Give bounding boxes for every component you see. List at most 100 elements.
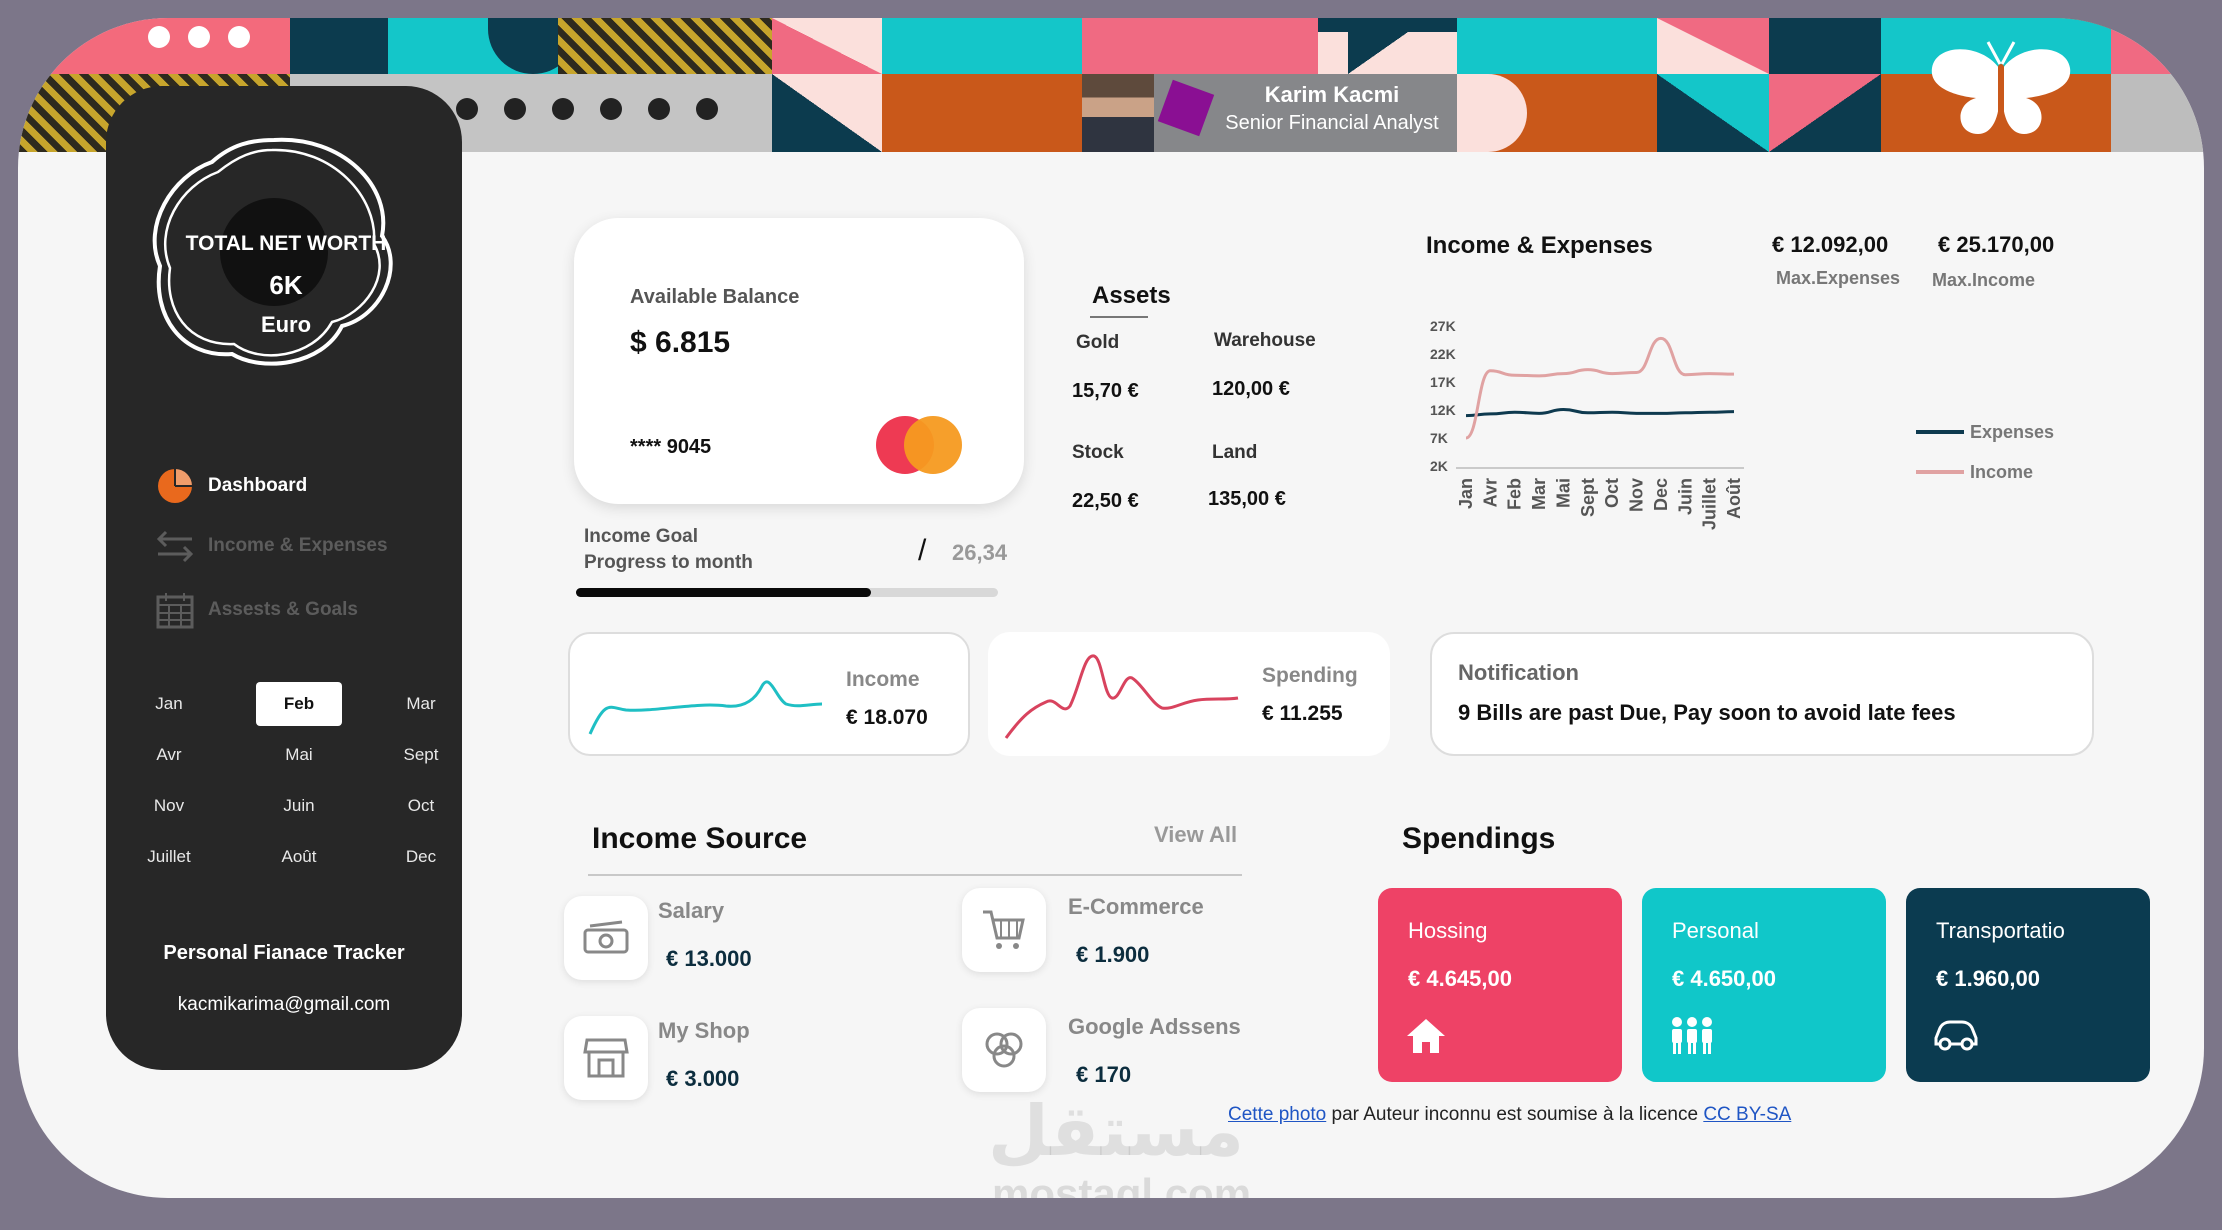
income-source-name: Google Adssens [1068,1014,1241,1039]
income-card-value: € 18.070 [846,706,928,729]
month-dec[interactable]: Dec [405,847,437,866]
net-worth-value: 6K [269,270,303,300]
arrows-exchange-icon [156,527,194,565]
month-juin[interactable]: Juin [283,796,315,815]
spending-card-personal[interactable]: Personal € 4.650,00 [1642,888,1886,1082]
x-tick-label: Avr [1480,478,1500,507]
goal-value: 26,34 [952,540,1008,565]
spending-card[interactable]: Spending € 11.255 [988,632,1390,756]
series-line-expenses [1465,407,1735,418]
x-tick-label: Mar [1529,478,1549,510]
user-email: kacmikarima@gmail.com [177,994,391,1015]
net-worth-title: TOTAL NET WORTH [185,232,387,255]
max-expenses-label: Max.Expenses [1776,268,1901,288]
month-sept[interactable]: Sept [403,745,439,764]
month-oct[interactable]: Oct [407,796,435,815]
month-aout[interactable]: Août [281,847,317,866]
banner-tile [1457,18,1657,74]
y-tick-label: 27K [1430,318,1456,334]
x-tick-label: Nov [1627,478,1647,512]
nav-assets-goals[interactable]: Assests & Goals [156,590,358,630]
nav-label: Assests & Goals [208,599,358,620]
dashboard-frame: Karim Kacmi Senior Financial Analyst Ava… [18,18,2204,1198]
banner-tile [1769,18,1881,74]
nav-dashboard[interactable]: Dashboard [156,466,307,506]
pie-chart-icon [156,467,194,505]
banner-tile [882,18,1082,74]
max-income-label: Max.Income [1932,270,2036,290]
notification-title: Notification [1458,660,1579,685]
balance-card: Available Balance $ 6.815 **** 9045 [574,218,1024,504]
balance-label: Available Balance [630,286,800,308]
spendings-title: Spendings [1402,822,1556,855]
income-source-title: Income Source [592,822,808,855]
credit-text: par Auteur inconnu est soumise à la lice… [1326,1104,1704,1125]
income-source-value: € 170 [1076,1062,1132,1087]
spending-value: € 4.650,00 [1672,966,1776,991]
legend-label: Expenses [1970,421,2055,442]
month-juillet[interactable]: Juillet [147,847,191,866]
max-expenses-value: € 12.092,00 [1772,232,1889,257]
asset-label: Stock [1072,442,1124,463]
legend-swatch [1916,470,1964,474]
photo-link[interactable]: Cette photo [1228,1104,1327,1125]
people-icon [1672,1017,1712,1054]
spending-name: Hossing [1408,918,1488,943]
nav-income-expenses[interactable]: Income & Expenses [156,526,388,566]
app-name: Personal Fianace Tracker [163,942,405,964]
income-source-value: € 13.000 [666,946,752,971]
legend-label: Income [1970,461,2034,482]
banner-triangle [1657,18,1769,74]
month-mai[interactable]: Mai [285,745,313,764]
x-tick-label: Jan [1456,478,1476,509]
max-income-value: € 25.170,00 [1938,232,2055,257]
notification-card[interactable]: Notification 9 Bills are past Due, Pay s… [1430,632,2094,756]
month-mar[interactable]: Mar [406,694,436,713]
notification-text: 9 Bills are past Due, Pay soon to avoid … [1458,700,1956,725]
x-tick-label: Feb [1505,478,1525,510]
net-worth-unit: Euro [260,312,312,337]
spending-card-value: € 11.255 [1262,702,1343,725]
month-nov[interactable]: Nov [153,796,185,815]
asset-label: Land [1212,442,1258,463]
asset-label: Gold [1076,332,1120,353]
license-link[interactable]: CC BY-SA [1703,1104,1792,1125]
y-tick-label: 2K [1430,458,1448,474]
y-tick-label: 22K [1430,346,1456,362]
asset-value: 120,00 € [1212,378,1290,400]
x-tick-label: Sept [1578,478,1598,517]
spending-sparkline [1004,654,1239,739]
banner-tile [2111,18,2204,74]
month-feb[interactable]: Feb [256,682,342,726]
banner-triangle [1657,74,1769,152]
banner-dot [188,26,210,48]
month-avr[interactable]: Avr [156,745,182,764]
y-tick-label: 7K [1430,430,1448,446]
banner-dot [228,26,250,48]
view-all-link[interactable]: View All [1154,822,1238,847]
month-jan[interactable]: Jan [155,694,183,713]
spending-name: Personal [1672,918,1759,943]
banner-triangle [772,74,882,152]
house-icon [1407,1019,1445,1053]
income-source-name: My Shop [658,1018,750,1043]
banner-tile [2111,74,2204,152]
income-card-label: Income [846,668,920,691]
card-number: **** 9045 [630,436,712,458]
photo-credit: Cette photo par Auteur inconnu est soumi… [1228,1104,1791,1126]
banner-dot [600,98,622,120]
legend-item-expenses: Expenses [1916,412,2054,452]
goal-slash: / [918,534,927,567]
assets-underline [1090,316,1148,318]
shopping-cart-icon [962,888,1046,972]
banner-dot [648,98,670,120]
profile-strip: Karim Kacmi Senior Financial Analyst [1082,74,1457,152]
spending-card-housing[interactable]: Hossing € 4.645,00 [1378,888,1622,1082]
x-tick-label: Mai [1553,478,1573,508]
banner-triangle [1348,18,1428,74]
nav-label: Dashboard [208,475,308,496]
spending-card-transportation[interactable]: Transportatio € 1.960,00 [1906,888,2150,1082]
income-card[interactable]: Income € 18.070 [568,632,970,756]
income-source-value: € 1.900 [1076,942,1150,967]
assets-title: Assets [1092,282,1171,309]
